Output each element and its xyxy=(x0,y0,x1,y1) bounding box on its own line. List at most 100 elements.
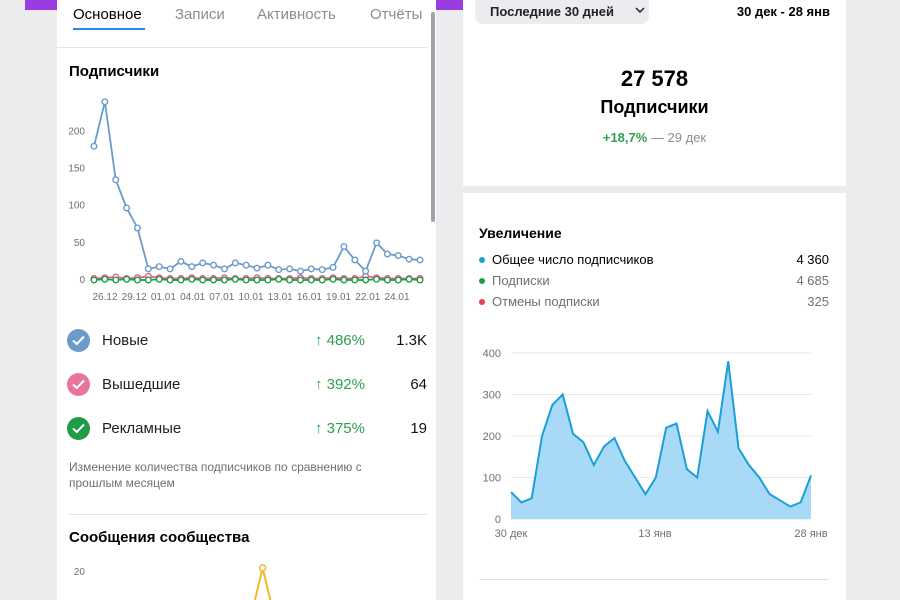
period-selector[interactable]: Последние 30 дней xyxy=(475,0,649,24)
bottom-divider xyxy=(479,579,829,580)
check-icon[interactable] xyxy=(67,329,90,352)
data-point xyxy=(258,564,267,572)
data-point xyxy=(166,265,174,273)
legend-label: Вышедшие xyxy=(102,376,181,393)
legend-value: 19 xyxy=(410,420,427,437)
y-tick-label: 400 xyxy=(483,348,501,360)
x-tick-label: 16.01 xyxy=(297,292,322,303)
x-tick-label: 01.01 xyxy=(151,292,176,303)
scrollbar[interactable] xyxy=(431,12,435,222)
x-tick-label: 04.01 xyxy=(180,292,205,303)
data-point xyxy=(220,265,228,273)
x-tick-label: 13 янв xyxy=(638,528,671,540)
data-point xyxy=(112,276,120,284)
check-icon[interactable] xyxy=(67,373,90,396)
data-point xyxy=(242,261,250,269)
data-point xyxy=(394,276,402,284)
check-icon[interactable] xyxy=(67,417,90,440)
data-point xyxy=(383,276,391,284)
data-point xyxy=(340,243,348,251)
area-line xyxy=(510,361,812,508)
data-point xyxy=(199,259,207,267)
data-point xyxy=(166,276,174,284)
data-point xyxy=(155,275,163,283)
data-point xyxy=(253,276,261,284)
x-tick-label: 29.12 xyxy=(122,292,147,303)
messages-title: Сообщения сообщества xyxy=(69,529,250,546)
data-point xyxy=(188,275,196,283)
y-tick-label: 100 xyxy=(68,201,85,212)
legend-row-left[interactable]: Вышедшие ↑ 392% 64 xyxy=(67,373,427,399)
y-tick-label: 200 xyxy=(68,126,85,137)
comparison-note: Изменение количества подписчиков по срав… xyxy=(69,460,362,490)
subscribers-title: Подписчики xyxy=(69,63,160,80)
legend-row-ad[interactable]: Рекламные ↑ 375% 19 xyxy=(67,417,427,443)
data-point xyxy=(123,275,131,283)
data-point xyxy=(264,261,272,269)
active-tab-indicator xyxy=(73,28,145,30)
data-point xyxy=(329,275,337,283)
increase-row-subscriptions: Подписки 4 685 xyxy=(479,273,829,291)
data-point xyxy=(416,276,424,284)
increase-value: 4 360 xyxy=(796,252,829,267)
x-tick-label: 26.12 xyxy=(92,292,117,303)
stats-panel: Основное Записи Активность Отчёты Подпис… xyxy=(57,0,436,600)
data-point xyxy=(144,265,152,273)
tab-activity[interactable]: Активность xyxy=(257,6,336,23)
series-line-0 xyxy=(93,101,421,273)
y-tick-label: 50 xyxy=(74,238,86,249)
tab-bar: Основное Записи Активность Отчёты xyxy=(57,0,427,48)
increase-row-unsubscriptions: Отмены подписки 325 xyxy=(479,294,829,312)
data-point xyxy=(90,276,98,284)
y-tick-label: 0 xyxy=(79,275,85,286)
x-tick-label: 07.01 xyxy=(209,292,234,303)
data-point xyxy=(155,263,163,271)
legend-row-new[interactable]: Новые ↑ 486% 1.3K xyxy=(67,329,427,355)
data-point xyxy=(220,276,228,284)
data-point xyxy=(231,259,239,267)
data-point xyxy=(383,250,391,258)
data-point xyxy=(210,261,218,269)
x-tick-label: 28 янв xyxy=(794,528,827,540)
data-point xyxy=(286,265,294,273)
area-fill xyxy=(511,361,811,519)
y-tick-label: 200 xyxy=(483,431,501,443)
data-point xyxy=(101,275,109,283)
growth-date: — 29 дек xyxy=(650,130,707,145)
purple-tab-right xyxy=(436,0,463,10)
increase-label: Подписки xyxy=(492,273,550,288)
data-point xyxy=(275,266,283,274)
data-point xyxy=(296,276,304,284)
tab-reports[interactable]: Отчёты xyxy=(370,6,423,23)
data-point xyxy=(373,275,381,283)
data-point xyxy=(90,142,98,150)
x-tick-label: 19.01 xyxy=(326,292,351,303)
data-point xyxy=(133,276,141,284)
tab-posts[interactable]: Записи xyxy=(175,6,225,23)
x-tick-label: 13.01 xyxy=(268,292,293,303)
x-tick-label: 22.01 xyxy=(355,292,380,303)
increase-label: Общее число подписчиков xyxy=(492,252,654,267)
data-point xyxy=(253,264,261,272)
data-point xyxy=(394,251,402,259)
legend-value: 1.3K xyxy=(396,332,427,349)
increase-title: Увеличение xyxy=(479,225,562,241)
messages-chart: 20 xyxy=(57,555,427,600)
y-tick-label: 100 xyxy=(483,473,501,485)
legend-label: Рекламные xyxy=(102,420,182,437)
dot-icon xyxy=(479,257,485,263)
data-point xyxy=(123,204,131,212)
data-point xyxy=(329,263,337,271)
data-point xyxy=(210,276,218,284)
data-point xyxy=(275,275,283,283)
tab-main[interactable]: Основное xyxy=(73,6,142,23)
data-point xyxy=(296,267,304,275)
data-point xyxy=(307,276,315,284)
data-point xyxy=(264,276,272,284)
x-tick-label: 30 дек xyxy=(495,528,528,540)
legend-change: ↑ 375% xyxy=(314,420,365,437)
legend-change: ↑ 486% xyxy=(314,332,365,349)
data-point xyxy=(101,98,109,106)
dot-icon xyxy=(479,299,485,305)
increase-chart: 0 100 200 300 400 30 дек 13 янв 28 янв xyxy=(463,338,846,543)
